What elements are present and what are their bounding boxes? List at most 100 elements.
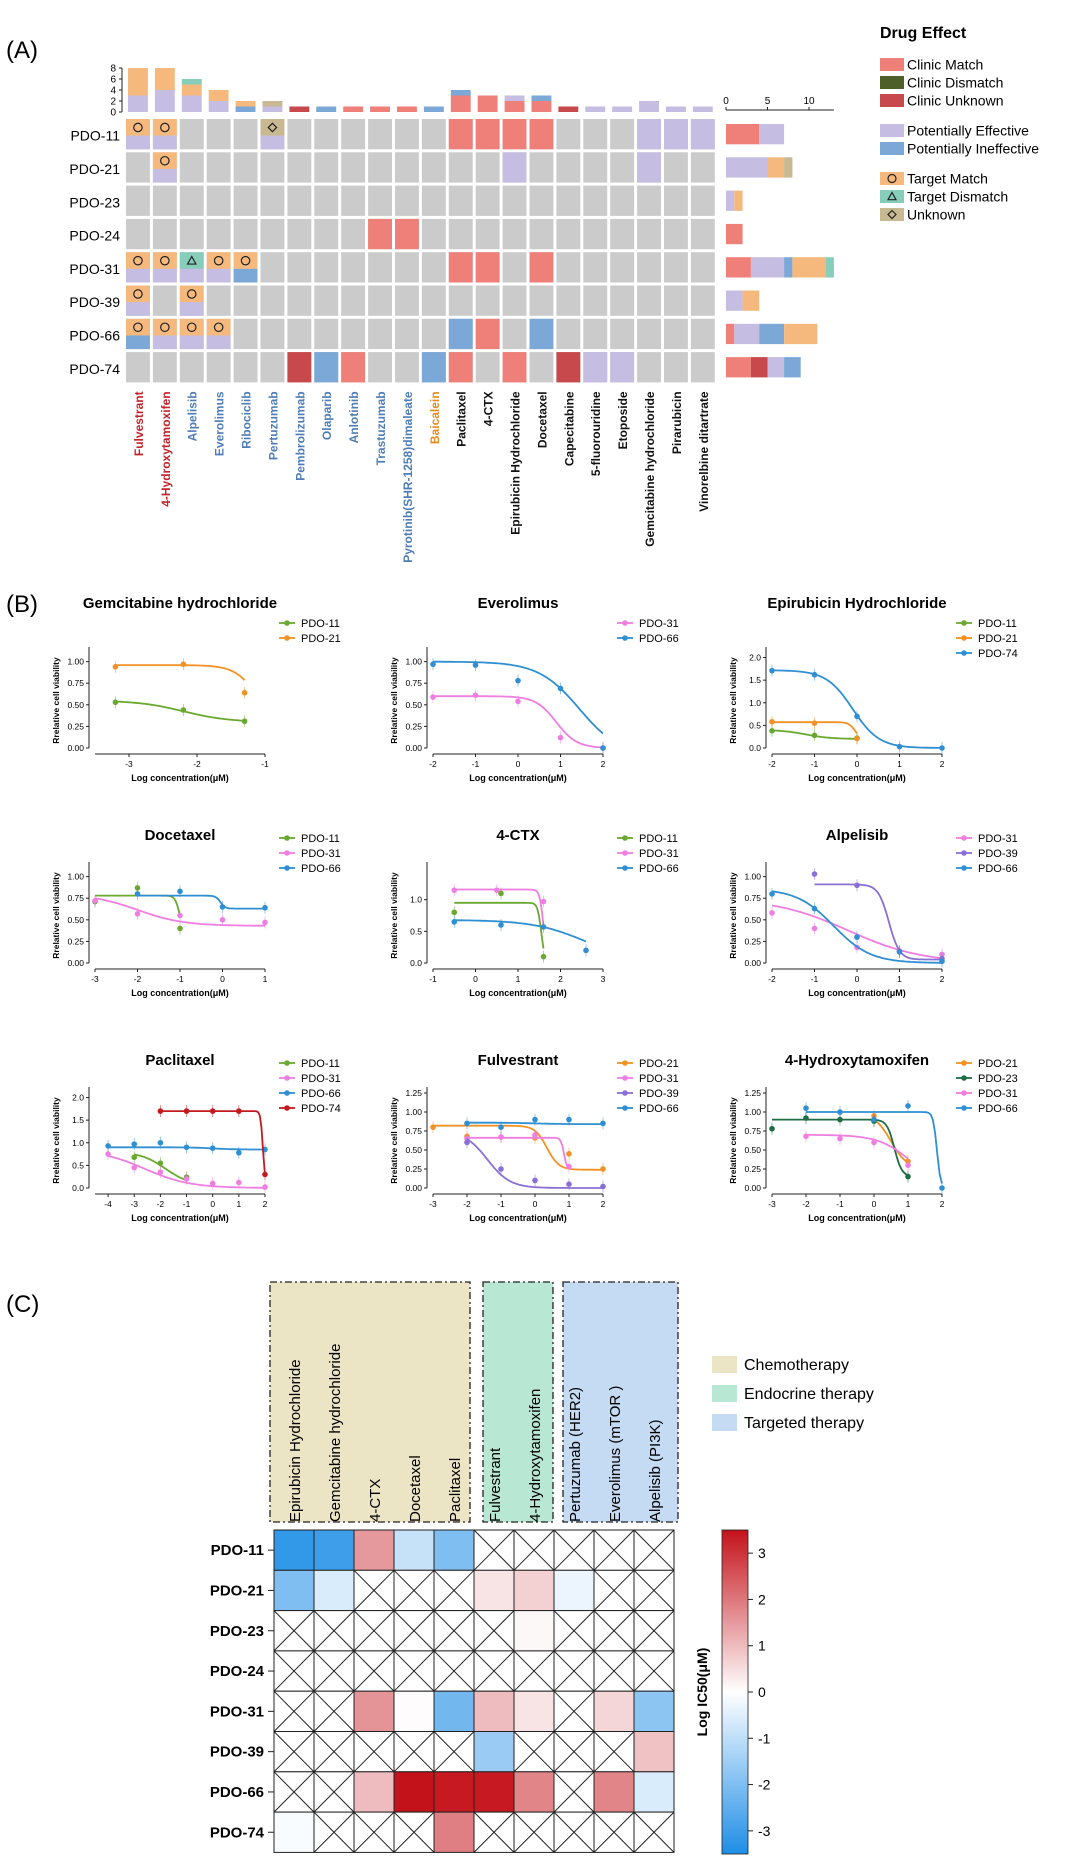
column-label: 4-Hydroxytamoxifen <box>159 391 173 506</box>
group-box <box>482 1281 554 1523</box>
top-bar-segment <box>450 90 471 96</box>
grid-cell <box>556 285 581 316</box>
grid-cell <box>502 252 527 283</box>
right-bar-segment <box>734 323 760 345</box>
grid-cell <box>260 252 285 283</box>
grid-cell <box>260 352 285 383</box>
grid-cell <box>233 185 258 216</box>
data-point <box>209 1145 216 1151</box>
x-tick-label: 1 <box>558 759 563 769</box>
heatmap-cell <box>473 1569 515 1612</box>
column-label: Epirubicin Hydrochloride <box>287 1359 304 1522</box>
x-axis-label: Log concentration(μM) <box>808 773 906 783</box>
legend-dot <box>961 1075 967 1081</box>
target-cell <box>152 318 177 336</box>
grid-cell <box>368 318 392 350</box>
legend-swatch <box>880 58 904 71</box>
grid-cell <box>287 152 312 183</box>
x-tick-label: -3 <box>125 759 133 769</box>
data-point <box>157 1160 164 1166</box>
y-tick-label: 1.25 <box>744 1088 761 1098</box>
plot-title: Paclitaxel <box>145 1052 214 1069</box>
colorbar-label: Log IC50(μM) <box>694 1648 710 1737</box>
data-point <box>209 1108 216 1114</box>
x-tick-label: -2 <box>802 1199 810 1209</box>
data-point <box>183 1176 190 1182</box>
column-label: Fulvestrant <box>487 1447 504 1522</box>
missing-cross <box>513 1731 555 1773</box>
heatmap-cell <box>313 1569 355 1612</box>
grid-cell <box>529 152 554 183</box>
legend-label: PDO-66 <box>301 1088 341 1100</box>
grid-cell <box>233 352 258 383</box>
grid-cell <box>206 218 231 250</box>
missing-cross <box>273 1650 315 1692</box>
grid-cell <box>341 119 366 150</box>
row-label: PDO-23 <box>210 1623 264 1640</box>
y-tick-label: 1.00 <box>405 657 422 667</box>
effect-cell <box>448 318 473 350</box>
row-label: PDO-23 <box>69 194 120 210</box>
grid-cell <box>583 185 608 216</box>
top-bar-segment <box>639 101 659 112</box>
missing-cross <box>593 1650 635 1692</box>
effect-cell <box>556 352 581 383</box>
y-tick-label: 0.25 <box>405 721 422 731</box>
y-tick-label: 0.00 <box>744 958 761 968</box>
missing-cross <box>633 1650 675 1692</box>
legend-label: PDO-21 <box>639 1058 679 1070</box>
y-tick-label: 1.00 <box>744 1107 761 1117</box>
top-bar-segment <box>558 106 579 112</box>
missing-cross <box>553 1771 595 1813</box>
top-bar-tick-label: 6 <box>110 75 116 86</box>
x-tick-label: -1 <box>183 1199 191 1209</box>
legend-dot <box>284 835 290 841</box>
grid-cell <box>395 152 419 183</box>
data-point <box>557 685 564 692</box>
grid-cell <box>583 152 608 183</box>
missing-cross <box>633 1811 675 1853</box>
effect-cell <box>475 119 500 150</box>
missing-cross <box>313 1610 355 1652</box>
heatmap-cell <box>273 1569 315 1612</box>
legend-label: PDO-74 <box>978 648 1018 660</box>
grid-cell <box>556 318 581 350</box>
data-point <box>896 743 903 750</box>
grid-cell <box>341 185 366 216</box>
grid-cell <box>126 185 150 216</box>
data-point <box>854 882 860 889</box>
y-tick-label: 0.75 <box>405 678 422 688</box>
y-tick-label: 0.75 <box>67 678 84 688</box>
legend-label: PDO-21 <box>978 633 1018 645</box>
legend-label: PDO-66 <box>639 863 679 875</box>
missing-cross <box>313 1690 355 1732</box>
data-point <box>939 745 945 751</box>
y-axis-label: Rrelative cell viability <box>389 657 399 744</box>
data-point <box>472 692 479 699</box>
data-point <box>540 953 547 960</box>
plot-title: Docetaxel <box>145 827 216 844</box>
effect-cell <box>637 152 661 183</box>
grid-cell <box>126 152 150 183</box>
target-mark <box>133 289 143 299</box>
data-point <box>905 1162 911 1168</box>
data-point <box>769 910 775 916</box>
y-tick-label: 1.00 <box>67 657 84 667</box>
target-cell <box>126 119 150 136</box>
target-mark <box>240 255 251 266</box>
data-point <box>177 888 183 895</box>
y-tick-label: 1.5 <box>749 675 761 685</box>
grid-cell <box>690 352 715 383</box>
target-cell <box>233 252 258 269</box>
y-tick-label: 0.0 <box>749 743 761 753</box>
effect-cell <box>475 252 500 283</box>
effect-cell <box>260 135 285 150</box>
data-point <box>837 1135 843 1142</box>
legend-swatch <box>880 124 904 137</box>
effect-cell <box>126 302 150 316</box>
column-label: Fulvestrant <box>132 391 146 456</box>
y-tick-label: 0.25 <box>405 1164 422 1174</box>
data-point <box>157 1139 164 1146</box>
x-tick-label: 1 <box>263 974 268 984</box>
effect-cell <box>583 352 608 383</box>
